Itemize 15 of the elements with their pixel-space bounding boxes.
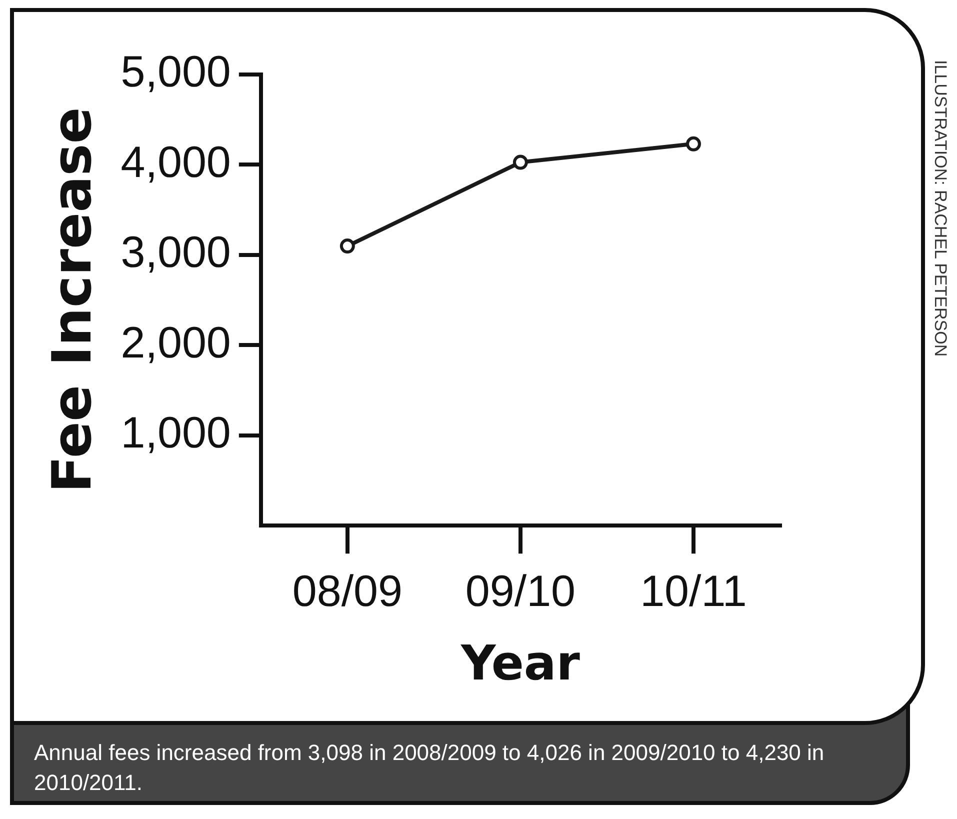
y-tick-label: 2,000 <box>120 318 231 368</box>
text: Annual fees increased from 3,098 in 2008/2009 to 4,026 in 2009/2010 to 4,230 in 2010/2011. <box>10 700 910 805</box>
x-tick-label: 09/10 <box>465 567 576 616</box>
y-axis-title: Fee Increase <box>40 107 104 493</box>
text: ILLUSTRATION: RACHEL PETERSON <box>930 60 950 357</box>
x-tick-label: 10/11 <box>640 567 747 616</box>
point <box>340 238 355 254</box>
point <box>686 136 701 152</box>
y-tick-label: 4,000 <box>120 138 231 187</box>
y-tick-label: 3,000 <box>120 228 231 278</box>
y-tick-label: 5,000 <box>120 48 231 97</box>
point <box>512 154 528 170</box>
y-tick-label: 1,000 <box>120 408 231 458</box>
x-tick-label: 08/09 <box>292 567 402 616</box>
x-axis-title: Year <box>460 636 580 692</box>
